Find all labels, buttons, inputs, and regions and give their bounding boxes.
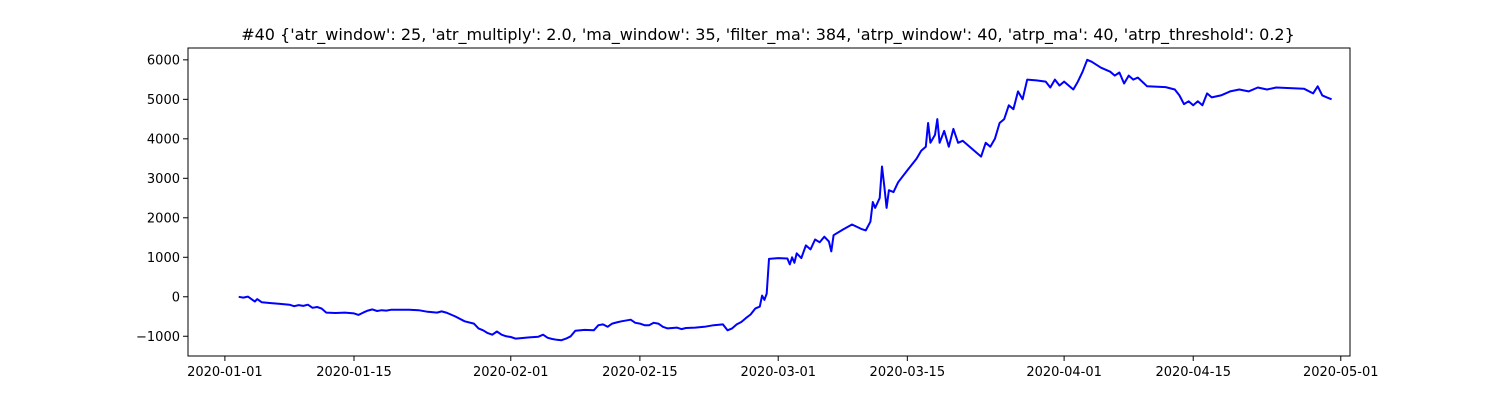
x-tick-label: 2020-05-01 xyxy=(1303,365,1379,380)
y-tick-label: 5000 xyxy=(147,93,180,108)
x-tick-label: 2020-01-15 xyxy=(316,365,392,380)
y-tick-label: 1000 xyxy=(147,251,180,266)
y-tick-label: 3000 xyxy=(147,172,180,187)
x-tick-label: 2020-03-01 xyxy=(740,365,816,380)
chart-title: #40 {'atr_window': 25, 'atr_multiply': 2… xyxy=(241,25,1295,45)
plot-area-frame xyxy=(187,47,1351,357)
x-tick-label: 2020-03-15 xyxy=(870,365,946,380)
x-tick-label: 2020-02-01 xyxy=(473,365,549,380)
y-tick-label: 2000 xyxy=(147,211,180,226)
series-line xyxy=(238,58,1332,342)
axis-ticks: 2020-01-01 2020-01-15 2020-02-01 2020-02-15… xyxy=(136,53,1379,380)
x-tick-label: 2020-01-01 xyxy=(187,365,263,380)
x-tick-label: 2020-04-15 xyxy=(1155,365,1231,380)
y-tick-label: 4000 xyxy=(147,132,180,147)
y-tick-label: 0 xyxy=(172,290,180,305)
y-tick-label: −1000 xyxy=(136,330,180,345)
x-tick-label: 2020-02-15 xyxy=(602,365,678,380)
x-tick-label: 2020-04-01 xyxy=(1026,365,1102,380)
y-tick-label: 6000 xyxy=(147,53,180,68)
